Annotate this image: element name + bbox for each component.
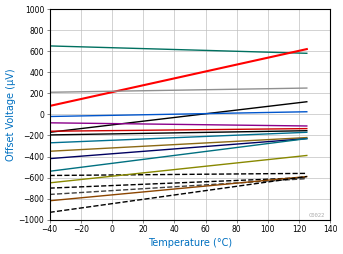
Text: C0022: C0022 — [308, 213, 324, 218]
X-axis label: Temperature (°C): Temperature (°C) — [148, 239, 232, 248]
Y-axis label: Offset Voltage (µV): Offset Voltage (µV) — [5, 68, 15, 161]
